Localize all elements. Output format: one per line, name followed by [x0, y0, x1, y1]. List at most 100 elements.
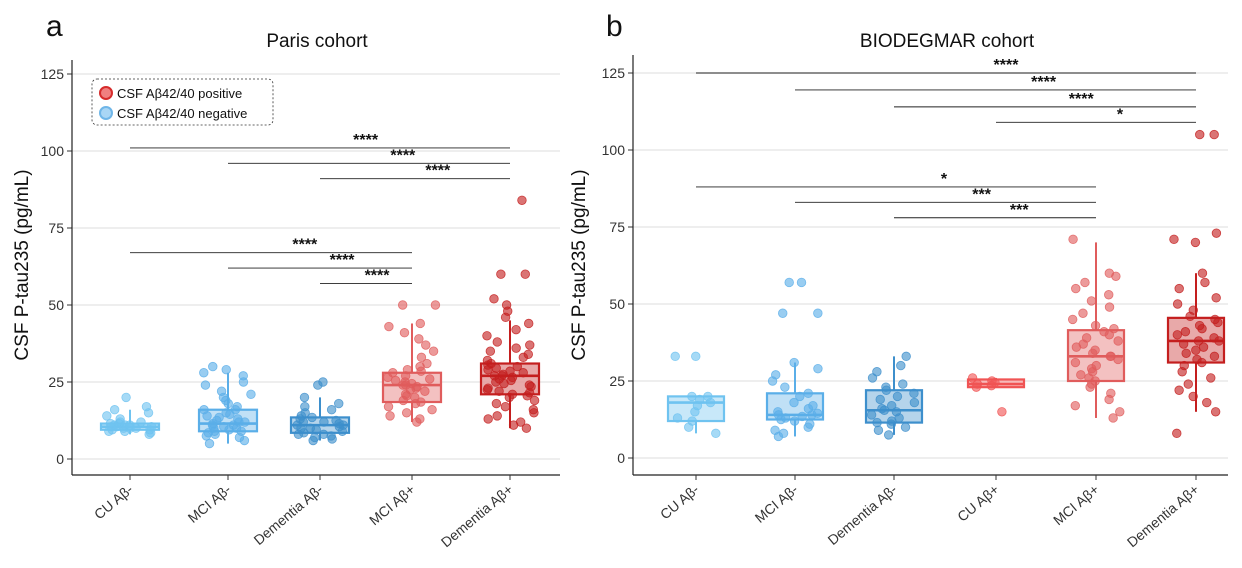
- panel-a-ylabel: CSF P-tau235 (pg/mL): [12, 169, 33, 360]
- data-point: [687, 391, 697, 402]
- data-point: [494, 386, 504, 396]
- data-point: [1200, 277, 1210, 288]
- data-point: [1104, 268, 1115, 278]
- data-point: [483, 414, 493, 424]
- data-point: [238, 371, 248, 381]
- data-point: [402, 364, 413, 375]
- y-tick-label: 100: [41, 143, 65, 159]
- data-point: [1211, 293, 1221, 303]
- data-point: [1113, 336, 1123, 346]
- data-point: [208, 361, 218, 372]
- data-point: [233, 414, 243, 424]
- y-tick-label: 125: [602, 65, 626, 81]
- data-point: [125, 420, 135, 430]
- data-point: [812, 408, 823, 419]
- data-point: [1086, 296, 1097, 306]
- data-point: [483, 383, 493, 393]
- data-point: [813, 363, 823, 374]
- data-point: [771, 370, 781, 380]
- panel-b-ylabel: CSF P-tau235 (pg/mL): [569, 169, 590, 360]
- data-point: [1209, 351, 1220, 362]
- data-point: [136, 417, 146, 427]
- data-point: [813, 308, 823, 318]
- data-point: [397, 300, 408, 310]
- y-tick-label: 100: [602, 142, 626, 158]
- data-point: [482, 355, 493, 366]
- data-point: [967, 373, 978, 383]
- data-point: [784, 277, 794, 288]
- data-point: [518, 368, 528, 378]
- data-point: [1104, 302, 1115, 312]
- significance-label: ****: [994, 57, 1020, 74]
- data-point: [789, 397, 799, 408]
- x-tick-label: Dementia Aβ-: [824, 481, 900, 548]
- data-point: [898, 379, 908, 389]
- data-point: [881, 382, 891, 392]
- panel-b-title: BIODEGMAR cohort: [860, 31, 1035, 52]
- data-point: [430, 300, 441, 310]
- data-point: [872, 367, 882, 377]
- legend-swatch-negative: [99, 106, 113, 120]
- data-point: [1081, 333, 1092, 343]
- significance-label: ****: [353, 132, 379, 149]
- x-tick-label: MCI Aβ-: [185, 481, 234, 526]
- data-point: [891, 407, 902, 417]
- data-point: [307, 412, 317, 423]
- data-point: [883, 430, 894, 440]
- data-point: [326, 405, 337, 415]
- data-point: [505, 366, 515, 376]
- data-point: [1078, 308, 1088, 318]
- data-point: [987, 376, 997, 386]
- data-point: [115, 414, 125, 424]
- data-point: [703, 391, 713, 402]
- data-point: [200, 380, 211, 390]
- data-point: [507, 389, 518, 400]
- data-point: [887, 400, 897, 411]
- data-point: [1172, 330, 1183, 340]
- data-point: [1210, 314, 1220, 325]
- data-point: [385, 411, 395, 421]
- panel-b-letter: b: [606, 10, 623, 43]
- data-point: [1181, 348, 1191, 358]
- legend-box: [91, 78, 274, 126]
- significance-label: ****: [292, 237, 318, 254]
- x-tick-label: MCI Aβ+: [1050, 481, 1102, 528]
- data-point: [1190, 237, 1201, 248]
- data-point: [1195, 129, 1205, 140]
- data-point: [1179, 360, 1189, 371]
- data-point: [670, 351, 680, 362]
- data-point: [102, 411, 112, 421]
- y-tick-label: 125: [41, 66, 65, 82]
- data-point: [1172, 299, 1183, 309]
- data-point: [246, 389, 256, 400]
- data-point: [1106, 388, 1116, 399]
- y-tick-label: 75: [48, 220, 64, 236]
- significance-label: ****: [1031, 74, 1057, 91]
- legend-label-positive: CSF Aβ42/40 positive: [117, 86, 242, 101]
- data-point: [500, 401, 511, 412]
- data-point: [121, 392, 131, 403]
- data-point: [305, 423, 316, 433]
- y-tick-label: 50: [48, 297, 64, 313]
- data-point: [1210, 407, 1221, 417]
- data-point: [146, 421, 157, 432]
- data-point: [1202, 397, 1212, 408]
- data-point: [199, 405, 209, 415]
- data-point: [105, 418, 116, 429]
- data-point: [319, 417, 329, 427]
- data-point: [517, 195, 527, 205]
- data-point: [805, 419, 815, 429]
- data-point: [909, 388, 919, 399]
- data-point: [388, 368, 398, 378]
- data-point: [1194, 320, 1205, 331]
- data-point: [232, 401, 242, 412]
- data-point: [909, 397, 920, 408]
- data-point: [1070, 357, 1081, 368]
- data-point: [422, 358, 432, 369]
- data-point: [1080, 277, 1090, 288]
- data-point: [399, 328, 410, 338]
- data-point: [672, 413, 683, 423]
- data-point: [384, 321, 394, 332]
- data-point: [1099, 327, 1109, 337]
- data-point: [420, 386, 430, 396]
